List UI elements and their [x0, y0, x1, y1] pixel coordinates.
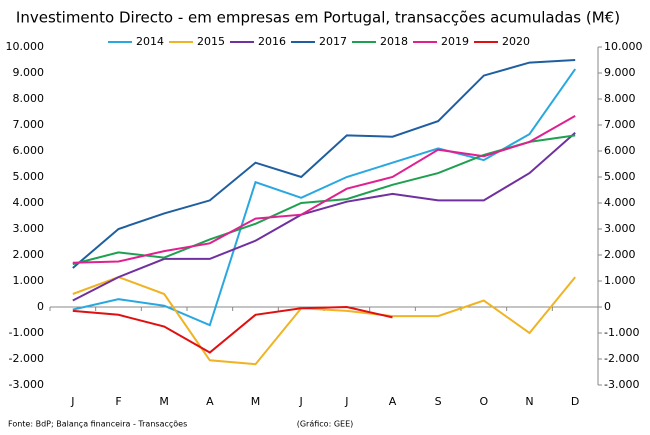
y2-tick-label: 10.000	[604, 40, 643, 53]
series-line	[72, 134, 576, 266]
y-tick-label: 1.000	[13, 274, 45, 287]
y2-tick-label: 9.000	[604, 66, 636, 79]
x-tick-label: M	[159, 395, 169, 408]
y2-tick-label: 7.000	[604, 118, 636, 131]
y2-tick-label: -1.000	[604, 326, 639, 339]
x-tick-label: F	[115, 395, 121, 408]
y2-tick-label: -3.000	[604, 378, 639, 391]
y-tick-label: 2.000	[13, 248, 45, 261]
y-tick-label: 5.000	[13, 170, 45, 183]
y2-tick-label: 1.000	[604, 274, 636, 287]
credit-note: (Gráfico: GEE)	[297, 420, 354, 429]
y2-tick-label: 5.000	[604, 170, 636, 183]
x-tick-label: D	[571, 395, 579, 408]
legend-label: 2018	[380, 35, 408, 48]
y2-tick-label: 6.000	[604, 144, 636, 157]
x-tick-label: J	[344, 395, 348, 408]
series-line	[72, 59, 576, 269]
legend-label: 2014	[136, 35, 164, 48]
y2-tick-label: 0	[604, 300, 611, 313]
y2-tick-label: 2.000	[604, 248, 636, 261]
chart-title: Investimento Directo - em empresas em Po…	[16, 9, 620, 27]
y-tick-label: -2.000	[9, 352, 44, 365]
legend-label: 2020	[502, 35, 530, 48]
x-tick-label: J	[70, 395, 74, 408]
y-tick-label: -1.000	[9, 326, 44, 339]
y-tick-label: -3.000	[9, 378, 44, 391]
series-line	[72, 132, 576, 302]
y-tick-label: 8.000	[13, 92, 45, 105]
x-tick-label: A	[389, 395, 397, 408]
legend-label: 2017	[319, 35, 347, 48]
series-line	[72, 68, 577, 327]
y2-tick-label: 3.000	[604, 222, 636, 235]
source-note: Fonte: BdP; Balança financeira - Transac…	[8, 420, 187, 429]
legend-label: 2015	[197, 35, 225, 48]
x-tick-label: M	[251, 395, 261, 408]
y-tick-label: 0	[37, 300, 44, 313]
y2-tick-label: -2.000	[604, 352, 639, 365]
y-tick-label: 6.000	[13, 144, 45, 157]
y-tick-label: 4.000	[13, 196, 45, 209]
series-line	[72, 305, 393, 354]
x-tick-label: J	[299, 395, 303, 408]
y-tick-label: 3.000	[13, 222, 45, 235]
y-tick-label: 9.000	[13, 66, 45, 79]
x-tick-label: A	[206, 395, 214, 408]
x-tick-label: O	[479, 395, 488, 408]
legend-label: 2019	[441, 35, 469, 48]
y-tick-label: 10.000	[6, 40, 45, 53]
legend-label: 2016	[258, 35, 286, 48]
x-tick-label: N	[525, 395, 533, 408]
series-line	[72, 276, 576, 366]
y2-tick-label: 8.000	[604, 92, 636, 105]
y2-tick-label: 4.000	[604, 196, 636, 209]
y-tick-label: 7.000	[13, 118, 45, 131]
x-tick-label: S	[435, 395, 442, 408]
series-line	[72, 115, 576, 264]
